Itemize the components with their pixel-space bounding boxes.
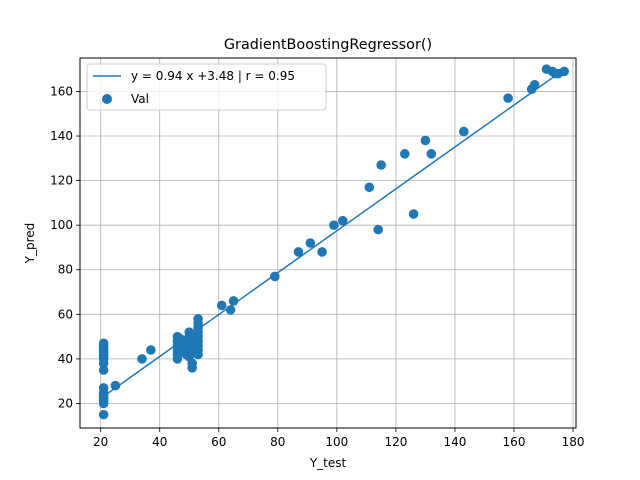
grid: [80, 58, 576, 428]
data-point: [459, 126, 469, 137]
y-tick-label: 40: [58, 352, 73, 366]
y-tick-label: 60: [58, 307, 73, 321]
legend: y = 0.94 x +3.48 | r = 0.95 Val: [86, 63, 327, 111]
data-point: [420, 135, 431, 146]
x-tick-label: 140: [443, 435, 466, 449]
data-point: [98, 409, 109, 420]
data-point: [293, 247, 304, 257]
y-tick-label: 140: [50, 129, 73, 143]
data-point: [305, 238, 316, 248]
x-tick-label: 20: [93, 435, 108, 449]
data-point: [98, 358, 109, 369]
data-point: [376, 160, 386, 170]
data-point: [317, 247, 327, 257]
y-axis-label: Y_pred: [23, 223, 37, 265]
x-tick-label: 160: [503, 435, 526, 449]
data-point: [426, 149, 437, 159]
data-point: [373, 224, 383, 235]
y-tick-label: 100: [50, 218, 73, 232]
scatter-points: [98, 64, 569, 420]
data-point: [193, 349, 203, 360]
x-tick-label: 120: [384, 435, 407, 449]
legend-marker-swatch: [102, 94, 112, 104]
data-point: [216, 300, 227, 311]
x-axis-label: Y_test: [309, 456, 347, 470]
chart-title: GradientBoostingRegressor(): [224, 37, 432, 53]
legend-box: [86, 63, 327, 111]
data-point: [172, 354, 183, 364]
y-tick-label: 120: [50, 174, 73, 188]
plot-frame: [79, 57, 577, 429]
x-axis-ticks: 20 40 60 80 100 120 140 160 180: [93, 428, 585, 449]
x-tick-label: 60: [211, 435, 226, 449]
x-tick-label: 180: [562, 435, 585, 449]
data-point: [364, 182, 375, 193]
x-tick-label: 100: [325, 435, 348, 449]
data-point: [337, 215, 348, 226]
data-point: [399, 149, 410, 159]
data-point: [146, 345, 156, 355]
y-axis-ticks: 20 40 60 80 100 120 140 160: [50, 84, 80, 410]
data-point: [329, 220, 339, 230]
data-point: [187, 363, 197, 373]
x-tick-label: 80: [270, 435, 285, 449]
data-point: [503, 93, 513, 103]
data-point: [270, 271, 280, 282]
data-point: [225, 305, 236, 315]
data-point: [408, 209, 419, 219]
y-tick-label: 160: [50, 84, 73, 98]
data-point: [110, 380, 121, 391]
y-tick-label: 20: [58, 396, 73, 410]
y-tick-label: 80: [58, 263, 73, 277]
data-point: [529, 79, 540, 90]
legend-series-label: Val: [131, 92, 149, 106]
legend-fit-label: y = 0.94 x +3.48 | r = 0.95: [131, 69, 295, 83]
data-point: [98, 365, 109, 375]
x-tick-label: 40: [152, 435, 167, 449]
data-point: [559, 66, 569, 77]
data-point: [98, 398, 109, 409]
data-point: [228, 296, 239, 306]
data-point: [137, 354, 147, 364]
